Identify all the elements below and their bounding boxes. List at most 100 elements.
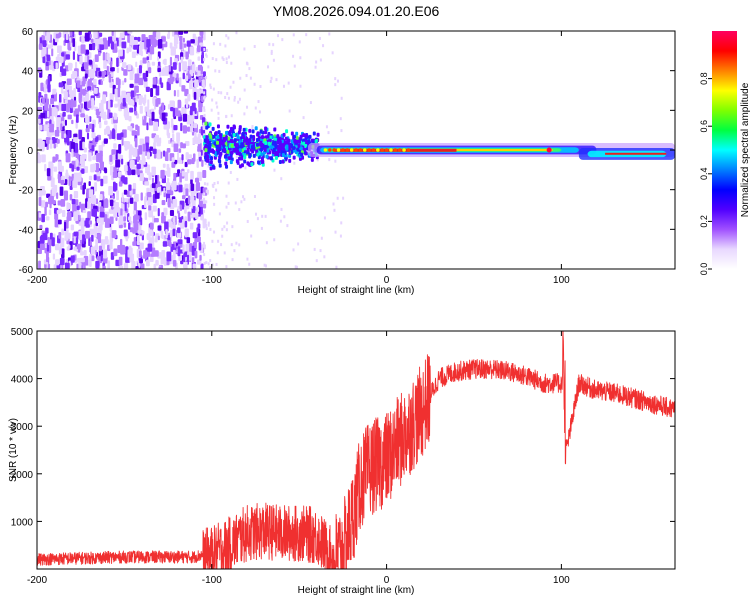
spectrogram-cell [205,48,208,52]
spectrogram-cell [151,133,157,139]
spectrogram-cell [187,59,192,67]
spectrogram-cell [46,54,51,62]
spectrogram-cell [148,67,152,74]
spectrogram-cell [203,91,206,95]
spectrogram-y-tick-label: -40 [19,225,34,236]
spectrogram-peak [354,148,358,152]
spectrogram-cell [194,250,198,259]
spectrogram-cell [290,143,294,148]
spectrogram-cell [59,237,65,248]
spectrogram-cell [192,232,198,239]
spectrogram-cell [177,239,183,245]
spectrogram-cell [259,129,263,134]
spectrogram-cell [149,256,154,262]
spectrogram-cell [139,242,144,250]
spectrogram-cell [172,107,176,118]
spectrogram-cell [132,182,137,191]
spectrogram-cell [129,107,134,113]
spectrogram-cell [204,121,208,126]
spectrogram-cell [252,137,256,142]
spectrogram-cell [251,129,255,134]
spectrogram-cell [128,222,131,230]
spectrogram-cell [156,149,161,160]
spectrogram-cell [273,168,276,172]
spectrogram-cell [264,130,268,135]
spectrogram-cell [69,194,73,201]
spectrogram-cell [257,160,261,165]
spectrogram-cell [319,249,322,253]
spectrogram-cell [236,160,240,165]
spectrogram-cell [187,94,191,102]
spectrogram-cell [327,131,330,135]
spectrogram-cell [70,73,76,80]
spectrogram-cell [269,79,272,83]
spectrogram-cell [295,131,299,136]
spectrogram-cell [233,138,237,143]
spectrogram-cell [66,212,72,221]
spectrogram-cell [187,211,191,222]
spectrogram-cell [84,93,90,102]
spectrogram-cell [143,250,148,259]
spectrogram-cell [238,97,241,101]
spectrogram-cell [67,114,72,120]
spectrogram-cell [49,119,52,125]
spectrogram-cell [193,122,198,129]
spectrogram-cell [82,88,86,96]
spectrogram-cell [209,134,213,139]
spectrogram-cell [164,66,169,76]
snr-y-tick-label: 3000 [11,422,34,433]
spectrogram-cell [136,169,140,176]
spectrogram-cell [251,126,254,130]
spectrogram-cell [246,257,249,261]
spectrogram-cell [200,149,203,156]
spectrogram-cell [123,69,128,76]
spectrogram-cell [279,219,282,223]
spectrogram-heatmap [37,31,675,269]
snr-y-tick-label: 4000 [11,375,34,386]
spectrogram-cell [72,203,77,213]
spectrogram-cell [157,61,161,66]
spectrogram-cell [233,98,236,102]
spectrogram-cell [173,159,178,164]
spectrogram-cell [175,109,178,115]
spectrogram-cell [192,137,195,145]
spectrogram-cell [226,149,230,154]
spectrogram-cell [299,134,303,139]
spectrogram-cell [173,37,177,47]
spectrogram-cell [312,131,316,136]
spectrogram-cell [76,166,80,171]
spectrogram-cell [129,70,134,81]
spectrogram-cell [215,101,218,105]
spectrogram-cell [116,57,119,68]
spectrogram-cell [256,132,260,137]
spectrogram-cell [56,209,61,215]
spectrogram-cell [218,159,222,164]
spectrogram-cell [184,172,189,181]
spectrogram-cell [38,124,43,131]
spectrogram-peak [397,148,402,152]
spectrogram-cell [88,43,93,51]
spectrogram-cell [85,49,90,55]
spectrogram-cell [78,172,82,180]
spectrogram-cell [114,103,118,108]
spectrogram-cell [167,121,171,129]
spectrogram-cell [119,215,124,225]
spectrogram-cell [134,73,140,84]
spectrogram-cell [95,163,100,173]
spectrogram-cell [117,245,123,253]
spectrogram-cell [76,80,81,88]
spectrogram-cell [109,216,114,225]
spectrogram-cell [44,206,47,216]
spectrogram-cell [183,253,186,263]
spectrogram-cell [158,38,163,49]
spectrogram-cell [213,182,216,186]
spectrogram-cell [89,228,95,235]
snr-x-tick-label: -200 [27,575,47,586]
snr-y-ticks: 1000 2000 3000 4000 5000 [11,327,675,528]
spectrogram-cell [263,147,267,152]
spectrogram-cell [268,144,272,149]
spectrogram-cell [84,32,90,42]
spectrogram-cell [307,139,311,144]
spectrogram-cell [204,148,208,153]
spectrogram-cell [208,122,212,127]
